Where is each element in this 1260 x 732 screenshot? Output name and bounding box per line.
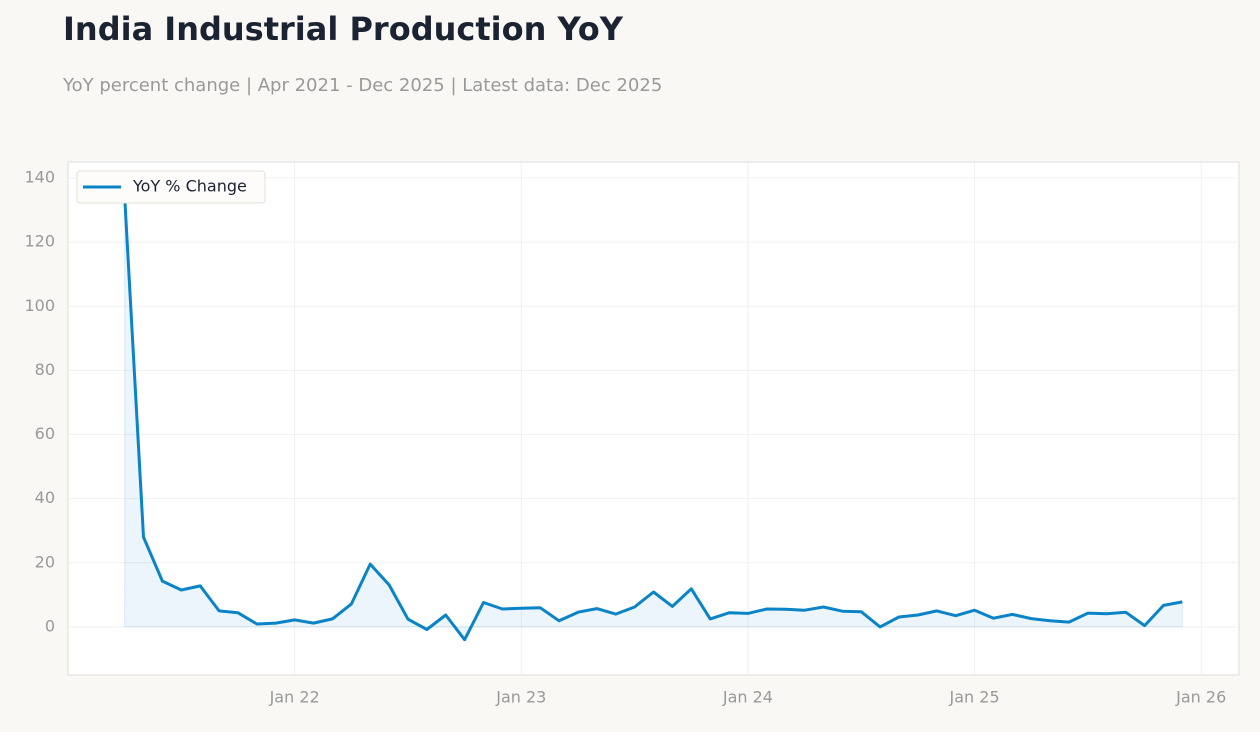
y-tick-label: 0 xyxy=(45,616,55,635)
y-tick-label: 140 xyxy=(24,168,55,187)
x-tick-label: Jan 22 xyxy=(269,688,320,707)
data-line xyxy=(123,197,1183,642)
x-tick-label: Jan 25 xyxy=(949,688,1000,707)
legend-label: YoY % Change xyxy=(132,177,247,196)
chart-subtitle: YoY percent change | Apr 2021 - Dec 2025… xyxy=(62,75,662,96)
x-tick-label: Jan 26 xyxy=(1175,688,1226,707)
y-tick-label: 120 xyxy=(24,232,55,251)
y-tick-label: 60 xyxy=(35,424,55,443)
x-tick-label: Jan 23 xyxy=(495,688,546,707)
chart-title: India Industrial Production YoY xyxy=(63,10,624,48)
y-tick-label: 100 xyxy=(24,296,55,315)
y-tick-label: 20 xyxy=(35,552,55,571)
plot-area xyxy=(67,161,1240,676)
x-tick-label: Jan 24 xyxy=(722,688,773,707)
y-tick-label: 40 xyxy=(35,488,55,507)
legend-box xyxy=(76,170,266,204)
y-tick-label: 80 xyxy=(35,360,55,379)
